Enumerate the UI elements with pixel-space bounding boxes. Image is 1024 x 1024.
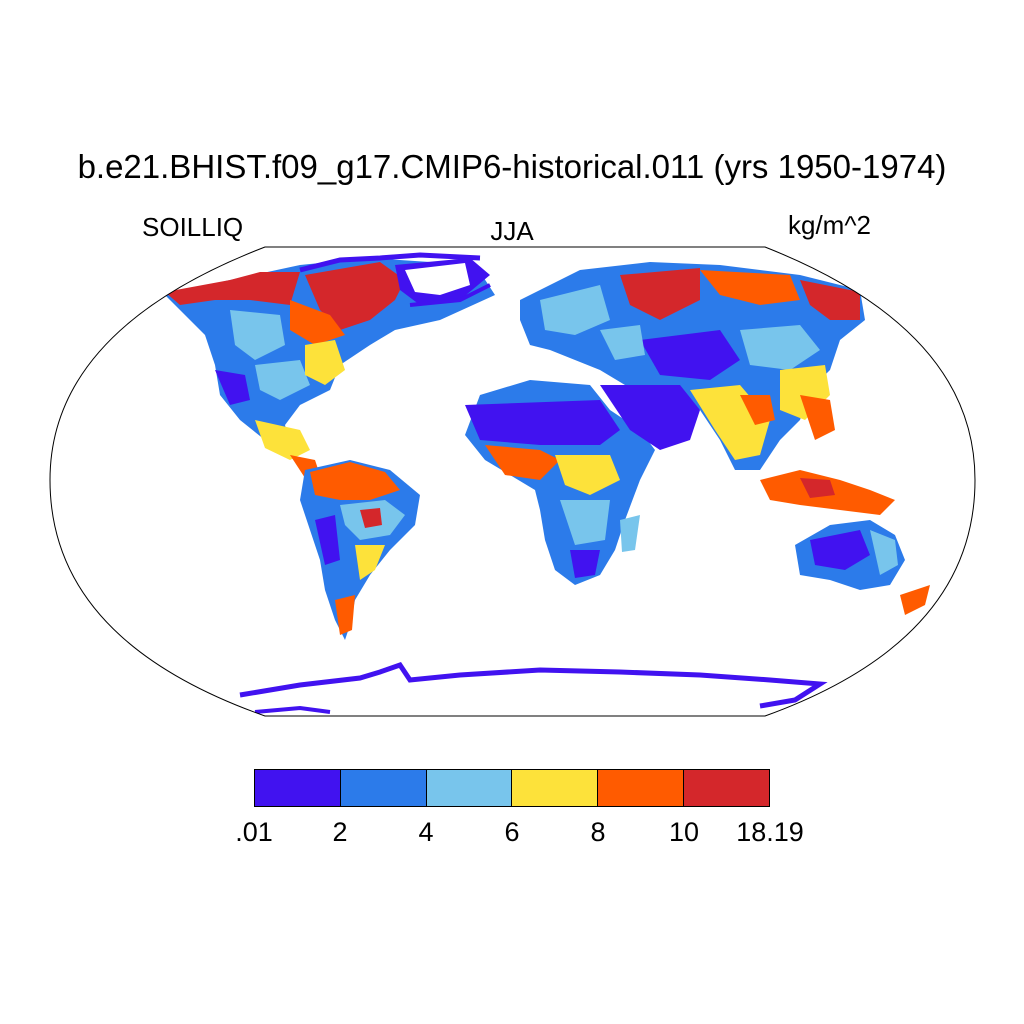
colorbar-tick-label: 10 bbox=[668, 817, 700, 847]
antarctica bbox=[239, 661, 828, 714]
africa bbox=[465, 380, 700, 585]
colorbar-tick-label: 4 bbox=[418, 817, 434, 847]
map-outline bbox=[49, 246, 976, 717]
colorbar-box bbox=[598, 770, 685, 806]
south-america bbox=[300, 460, 420, 640]
plot-title: b.e21.BHIST.f09_g17.CMIP6-historical.011… bbox=[77, 148, 947, 185]
eurasia bbox=[520, 262, 865, 470]
colorbar-tick-label: 8 bbox=[590, 817, 606, 847]
colorbar-tick-label: 2 bbox=[332, 817, 348, 847]
arctic-coast bbox=[299, 252, 491, 307]
australia bbox=[795, 520, 930, 615]
maritime-asia bbox=[760, 470, 895, 515]
colorbar-box bbox=[426, 770, 513, 806]
colorbar-tick-label: 18.19 bbox=[736, 817, 804, 847]
colorbar-box bbox=[340, 770, 427, 806]
colorbar-box bbox=[512, 770, 599, 806]
units-label: kg/m^2 bbox=[788, 210, 872, 240]
land-fields bbox=[165, 252, 930, 714]
season-label: JJA bbox=[490, 216, 534, 246]
variable-label: SOILLIQ bbox=[142, 212, 244, 242]
colorbar-tick-label: 6 bbox=[504, 817, 520, 847]
colorbar-box bbox=[684, 770, 769, 806]
colorbar-tick-label: .01 bbox=[235, 817, 273, 847]
colorbar bbox=[254, 769, 770, 807]
colorbar-box bbox=[255, 770, 341, 806]
